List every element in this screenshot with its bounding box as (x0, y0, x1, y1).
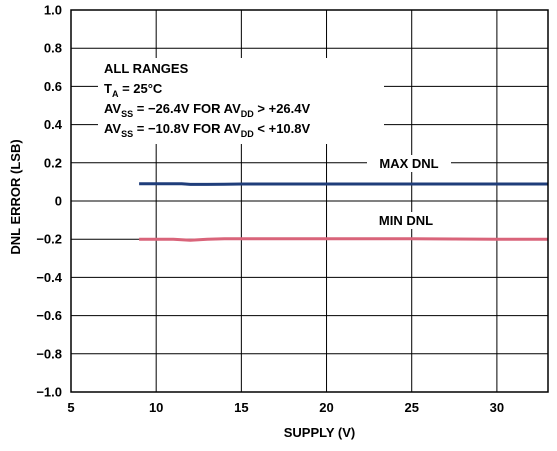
ann4-b-sub: DD (241, 129, 254, 139)
y-tick-label: −1.0 (36, 385, 62, 400)
y-tick-label: 0.8 (44, 41, 62, 56)
ann3-b: = −26.4V FOR AV (133, 101, 241, 116)
conditions-annotation: ALL RANGES TA = 25°C AVSS = −26.4V FOR A… (98, 58, 384, 144)
x-tick-label: 25 (404, 400, 418, 415)
annotation-line-temperature: TA = 25°C (104, 81, 163, 99)
y-tick-label: 1.0 (44, 3, 62, 18)
x-tick-label: 20 (319, 400, 333, 415)
y-tick-label: 0.2 (44, 155, 62, 170)
series-line-min-dnl (139, 237, 548, 242)
y-tick-label: 0.4 (44, 117, 63, 132)
x-tick-label: 30 (490, 400, 504, 415)
y-tick-label: −0.2 (36, 232, 62, 247)
plot-frame (70, 9, 549, 393)
series-group (139, 182, 548, 242)
max-dnl-label: MAX DNL (379, 156, 438, 171)
ann3-c: > +26.4V (254, 101, 311, 116)
min-dnl-label: MIN DNL (379, 213, 433, 228)
y-tick-label: −0.8 (36, 346, 62, 361)
ann4-c: < +10.8V (254, 121, 311, 136)
x-axis-title: SUPPLY (V) (284, 425, 356, 440)
ann4-a: AV (104, 121, 121, 136)
min-dnl-label-background (368, 212, 444, 229)
annotation-line-avss-high: AVSS = −26.4V FOR AVDD > +26.4V (104, 101, 310, 119)
ann3-b-sub: DD (241, 109, 254, 119)
y-tick-label: 0.6 (44, 79, 62, 94)
ann3-a-sub: SS (121, 109, 133, 119)
ann2-rest: = 25°C (118, 81, 162, 96)
max-dnl-label-background (367, 155, 451, 172)
annotation-line-ranges: ALL RANGES (104, 61, 189, 76)
series-line-max-dnl (139, 182, 548, 186)
ann2-main: T (104, 81, 112, 96)
x-tick-label: 10 (149, 400, 163, 415)
ann4-b: = −10.8V FOR AV (133, 121, 241, 136)
y-tick-label: −0.4 (36, 270, 62, 285)
y-axis-title: DNL ERROR (LSB) (8, 139, 23, 254)
y-tick-label: −0.6 (36, 308, 62, 323)
annotation-background (98, 58, 384, 144)
y-tick-label: 0 (55, 194, 62, 209)
ann3-a: AV (104, 101, 121, 116)
ann2-sub: A (112, 89, 119, 99)
annotation-line-avss-low: AVSS = −10.8V FOR AVDD < +10.8V (104, 121, 310, 139)
x-tick-labels: 5 10 15 20 25 30 (67, 400, 504, 415)
y-tick-labels: 1.0 0.8 0.6 0.4 0.2 0 −0.2 −0.4 −0.6 −0.8 −1.0 (36, 3, 62, 400)
ann4-a-sub: SS (121, 129, 133, 139)
x-tick-label: 15 (234, 400, 248, 415)
x-tick-label: 5 (67, 400, 74, 415)
